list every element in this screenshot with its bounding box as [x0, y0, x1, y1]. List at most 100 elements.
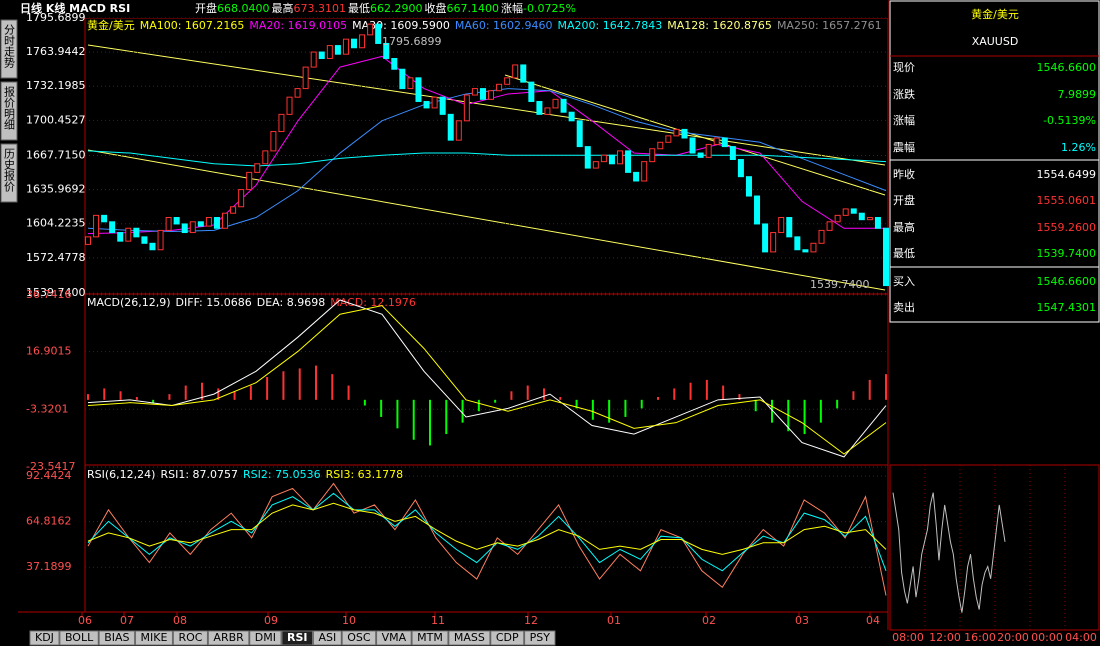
- quote-row-label: 震幅: [893, 141, 915, 154]
- candle: [254, 163, 261, 173]
- candle: [230, 206, 237, 214]
- rsi-line: [87, 482, 887, 596]
- y-tick-label: -3.3201: [26, 402, 68, 415]
- intraday-x-label: 00:00: [1031, 631, 1063, 644]
- quote-label: 涨幅: [501, 2, 523, 15]
- indicator-tab-label: MIKE: [141, 631, 168, 644]
- candle: [729, 146, 736, 160]
- indicator-tab[interactable]: [249, 630, 282, 646]
- quote-row-value: -0.5139%: [1043, 114, 1096, 127]
- indicator-tab-label: ROC: [178, 631, 202, 644]
- intraday-x-label: 12:00: [929, 631, 961, 644]
- candle: [431, 96, 438, 109]
- candle: [117, 232, 124, 242]
- month-label: 03: [795, 614, 809, 627]
- candle: [85, 236, 91, 245]
- trend-line: [504, 74, 886, 196]
- candle: [383, 42, 390, 59]
- y-tick-label: 16.9015: [26, 345, 72, 358]
- indicator-tab[interactable]: [448, 630, 491, 646]
- indicator-tab[interactable]: [411, 630, 449, 646]
- indicator-tab[interactable]: [207, 630, 250, 646]
- legend-item: MA128: 1620.8765: [667, 19, 772, 32]
- candle: [125, 227, 132, 242]
- indicator-tab-label: CDP: [496, 631, 519, 644]
- candle: [423, 100, 430, 109]
- indicator-tab[interactable]: [341, 630, 377, 646]
- candle: [665, 135, 672, 143]
- y-tick-label: 1604.2235: [26, 217, 86, 230]
- indicator-tab[interactable]: [59, 630, 99, 646]
- candle: [770, 232, 777, 253]
- indicator-tab[interactable]: [98, 630, 136, 646]
- legend-item: MA30: 1609.5900: [352, 19, 450, 32]
- indicator-tab[interactable]: [313, 630, 342, 646]
- candle: [826, 221, 833, 231]
- candle: [544, 107, 551, 115]
- indicator-tab[interactable]: [135, 630, 173, 646]
- indicator-tab[interactable]: [524, 630, 556, 646]
- candle: [520, 64, 527, 83]
- candle: [786, 217, 793, 238]
- candle: [633, 171, 640, 182]
- indicator-tab[interactable]: [281, 630, 313, 646]
- candle: [189, 221, 196, 234]
- indicator-tab-label: MASS: [454, 631, 485, 644]
- month-label: 04: [866, 614, 880, 627]
- indicator-tab[interactable]: [172, 630, 208, 646]
- moving-average: [87, 55, 886, 235]
- candle: [794, 236, 801, 251]
- quote-label: 最高: [272, 1, 294, 15]
- indicator-tab-label: DMI: [255, 631, 276, 644]
- quote-row-label: 现价: [893, 61, 915, 74]
- dea-line: [87, 305, 887, 455]
- quote-box: [889, 0, 1100, 323]
- intraday-x-label: 16:00: [964, 631, 996, 644]
- candle: [181, 223, 188, 234]
- candle: [294, 88, 301, 98]
- candle: [165, 217, 172, 231]
- y-tick-label: 64.8162: [26, 515, 72, 528]
- candle: [608, 154, 615, 165]
- side-tab[interactable]: [0, 143, 18, 203]
- candle: [560, 98, 567, 113]
- candle: [141, 236, 148, 244]
- quote-row-label: 昨收: [893, 167, 915, 181]
- candle: [504, 77, 511, 85]
- rsi-line: [87, 492, 887, 572]
- indicator-tab[interactable]: [376, 630, 412, 646]
- candle: [246, 171, 253, 191]
- moving-average: [87, 88, 887, 232]
- indicator-tab[interactable]: [490, 630, 525, 646]
- legend-item: RSI(6,12,24): [87, 468, 155, 481]
- candle: [673, 128, 680, 137]
- candle: [737, 158, 744, 178]
- side-tab[interactable]: [0, 81, 18, 141]
- indicator-tab-label: KDJ: [35, 631, 54, 644]
- quote-value: 668.0400: [217, 2, 270, 15]
- candle: [600, 154, 607, 163]
- quote-symbol: XAUUSD: [972, 35, 1019, 48]
- candle: [479, 88, 486, 100]
- y-tick-label: 1539.7400: [26, 286, 86, 299]
- candle: [568, 111, 575, 122]
- legend-item: RSI2: 75.0536: [243, 468, 321, 481]
- indicator-tab-label: ARBR: [213, 631, 244, 644]
- candle: [576, 120, 583, 148]
- side-tab[interactable]: [0, 19, 18, 79]
- legend-item: MA60: 1602.9460: [455, 19, 553, 32]
- quote-row-value: 1546.6600: [1037, 61, 1097, 74]
- candle: [778, 217, 785, 234]
- side-tab-label: 历史报价: [3, 148, 16, 192]
- diff-line: [87, 299, 887, 458]
- indicator-tab[interactable]: [29, 630, 60, 646]
- candle: [205, 217, 212, 227]
- month-label: 11: [431, 614, 445, 627]
- month-label: 06: [78, 614, 92, 627]
- candle: [721, 137, 728, 148]
- candle: [762, 223, 769, 253]
- y-tick-label: 1700.4527: [26, 113, 86, 126]
- candle: [93, 214, 100, 238]
- quote-row-value: 1546.6600: [1037, 275, 1097, 288]
- toolbar: [0, 0, 888, 18]
